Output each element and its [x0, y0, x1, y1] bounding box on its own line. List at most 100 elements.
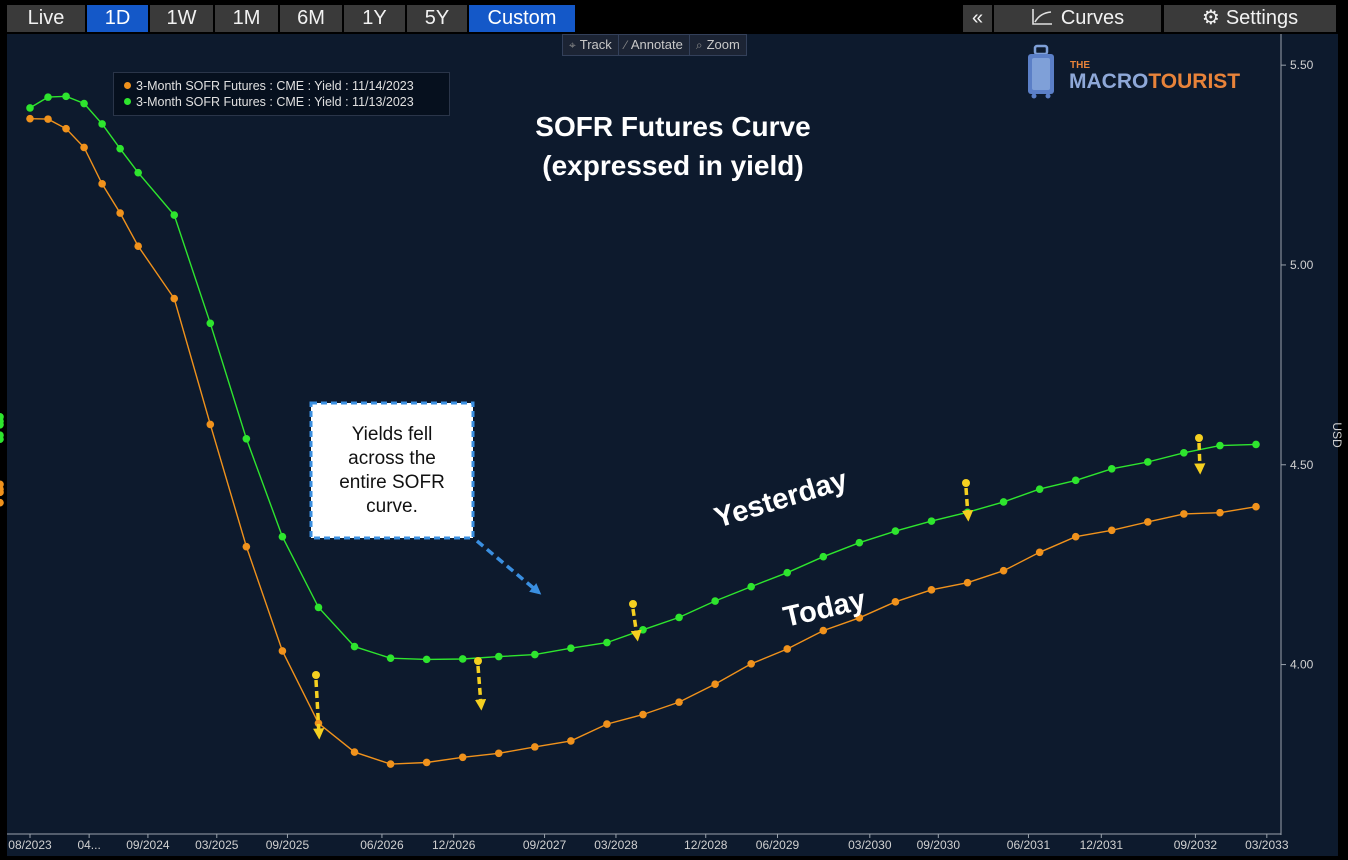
data-point-yesterday[interactable] — [567, 644, 575, 652]
data-point-yesterday[interactable] — [0, 413, 4, 421]
range-button-1d[interactable]: 1D — [87, 5, 148, 32]
data-point-today[interactable] — [350, 748, 359, 756]
data-point-today[interactable] — [206, 420, 215, 429]
data-point-yesterday[interactable] — [855, 538, 864, 547]
data-point-yesterday[interactable] — [1107, 464, 1116, 473]
data-point-yesterday[interactable] — [927, 517, 936, 525]
data-point-yesterday[interactable] — [603, 638, 611, 647]
data-point-today[interactable] — [891, 598, 900, 606]
data-point-today[interactable] — [819, 626, 828, 635]
data-point-today[interactable] — [458, 753, 467, 762]
data-point-today[interactable] — [26, 114, 34, 123]
data-point-yesterday[interactable] — [44, 93, 52, 101]
data-point-yesterday[interactable] — [675, 613, 683, 622]
range-button-5y[interactable]: 5Y — [407, 5, 467, 32]
data-point-yesterday[interactable] — [1144, 458, 1152, 466]
data-point-today[interactable] — [1180, 510, 1188, 518]
data-point-today[interactable] — [44, 115, 52, 123]
data-point-yesterday[interactable] — [711, 597, 719, 605]
data-point-today[interactable] — [62, 124, 70, 133]
range-button-1m[interactable]: 1M — [215, 5, 278, 32]
data-point-today[interactable] — [1216, 508, 1224, 517]
data-point-yesterday[interactable] — [170, 211, 179, 219]
data-point-today[interactable] — [386, 760, 395, 768]
collapse-button[interactable]: « — [963, 5, 992, 32]
magnifier-icon: ⌕ — [695, 38, 703, 52]
data-point-today[interactable] — [422, 758, 431, 767]
data-point-yesterday[interactable] — [1180, 448, 1188, 457]
data-point-yesterday[interactable] — [350, 642, 359, 651]
data-point-yesterday[interactable] — [891, 527, 900, 535]
data-point-yesterday[interactable] — [134, 168, 142, 177]
data-point-yesterday[interactable] — [26, 104, 34, 112]
data-point-today[interactable] — [747, 659, 755, 668]
y-tick-label: 5.50 — [1290, 58, 1314, 72]
zoom-label: Zoom — [706, 37, 740, 52]
data-point-today[interactable] — [567, 737, 575, 745]
data-point-yesterday[interactable] — [494, 652, 503, 661]
zoom-tool[interactable]: ⌕ Zoom — [690, 35, 746, 55]
data-point-today[interactable] — [116, 209, 124, 217]
data-point-yesterday[interactable] — [422, 655, 431, 664]
data-point-today[interactable] — [0, 480, 4, 489]
data-point-today[interactable] — [0, 498, 4, 507]
data-point-today[interactable] — [603, 720, 611, 728]
data-point-today[interactable] — [711, 680, 719, 688]
data-point-today[interactable] — [134, 242, 142, 250]
legend-item-today[interactable]: 3-Month SOFR Futures : CME : Yield : 11/… — [124, 79, 414, 94]
data-point-yesterday[interactable] — [98, 120, 106, 128]
data-point-yesterday[interactable] — [80, 99, 88, 108]
data-point-today[interactable] — [242, 542, 251, 551]
data-point-yesterday[interactable] — [1252, 440, 1260, 449]
data-point-yesterday[interactable] — [1071, 476, 1080, 485]
data-point-yesterday[interactable] — [458, 655, 467, 663]
data-point-yesterday[interactable] — [206, 319, 215, 328]
data-point-today[interactable] — [314, 719, 323, 728]
data-point-today[interactable] — [1144, 518, 1152, 526]
legend-item-yesterday[interactable]: 3-Month SOFR Futures : CME : Yield : 11/… — [124, 95, 414, 110]
data-point-today[interactable] — [531, 743, 539, 751]
data-point-today[interactable] — [170, 294, 179, 303]
data-point-yesterday[interactable] — [1035, 485, 1044, 493]
data-point-yesterday[interactable] — [242, 434, 251, 443]
data-point-today[interactable] — [494, 749, 503, 758]
range-button-1w[interactable]: 1W — [150, 5, 213, 32]
data-point-today[interactable] — [80, 143, 88, 152]
settings-button[interactable]: ⚙ Settings — [1164, 5, 1336, 32]
data-point-yesterday[interactable] — [62, 92, 70, 101]
data-point-yesterday[interactable] — [999, 498, 1008, 506]
data-point-yesterday[interactable] — [819, 552, 828, 561]
data-point-yesterday[interactable] — [783, 568, 792, 577]
data-point-today[interactable] — [98, 180, 106, 188]
data-point-today[interactable] — [783, 645, 792, 653]
data-point-today[interactable] — [278, 647, 287, 655]
range-button-1y[interactable]: 1Y — [344, 5, 405, 32]
data-point-yesterday[interactable] — [386, 654, 395, 662]
range-button-live[interactable]: Live — [7, 5, 85, 32]
data-point-yesterday[interactable] — [0, 431, 4, 439]
data-point-today[interactable] — [963, 578, 972, 587]
data-point-yesterday[interactable] — [747, 582, 755, 591]
range-button-custom[interactable]: Custom — [469, 5, 575, 32]
data-point-today[interactable] — [1071, 532, 1080, 541]
data-point-today[interactable] — [639, 710, 647, 719]
track-label: Track — [579, 37, 612, 52]
data-point-yesterday[interactable] — [1216, 441, 1224, 450]
data-point-today[interactable] — [1035, 548, 1044, 557]
data-point-today[interactable] — [1107, 526, 1116, 535]
range-button-6m[interactable]: 6M — [280, 5, 342, 32]
data-point-today[interactable] — [675, 698, 683, 706]
data-point-today[interactable] — [927, 586, 936, 594]
curves-button[interactable]: Curves — [994, 5, 1161, 32]
data-point-yesterday[interactable] — [314, 603, 323, 612]
data-point-yesterday[interactable] — [116, 144, 124, 153]
annotate-tool[interactable]: ⁄ Annotate — [619, 35, 690, 55]
data-point-yesterday[interactable] — [278, 532, 287, 541]
data-point-today[interactable] — [1252, 502, 1260, 511]
data-point-today[interactable] — [999, 566, 1008, 575]
data-point-today[interactable] — [855, 614, 864, 622]
chart-area[interactable] — [7, 34, 1338, 856]
data-point-yesterday[interactable] — [639, 626, 647, 634]
track-tool[interactable]: ⌖ Track — [563, 35, 619, 55]
data-point-yesterday[interactable] — [531, 650, 539, 659]
